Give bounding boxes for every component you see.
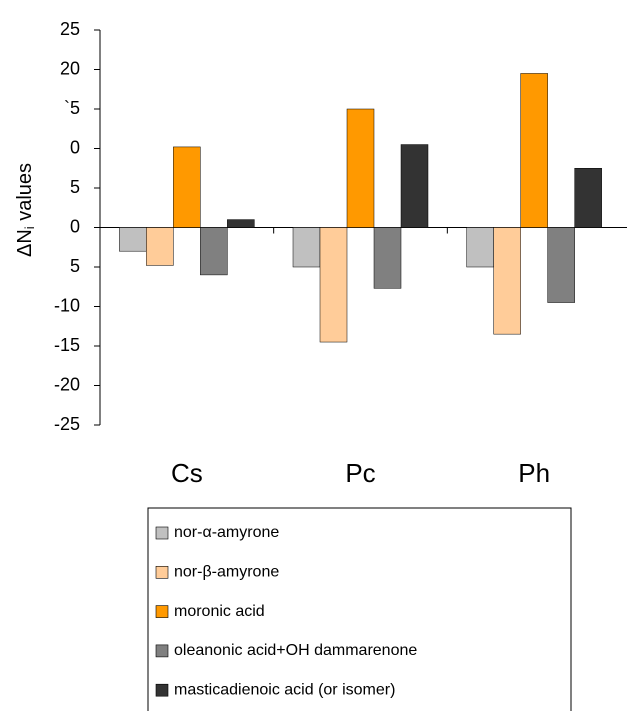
- legend-label: nor-α-amyrone: [174, 524, 279, 541]
- bar: [373, 227, 402, 289]
- legend-label: nor-β-amyrone: [174, 564, 279, 581]
- y-axis-label: ΔNi values: [14, 163, 37, 257]
- bar: [400, 144, 429, 228]
- legend-swatch: [155, 565, 169, 579]
- x-tick-label: Pc: [345, 458, 375, 488]
- bar: [119, 227, 147, 252]
- bar: [319, 227, 348, 343]
- legend-label: masticadienoic acid (or isomer): [174, 681, 395, 698]
- y-tick-label: 5: [70, 256, 80, 276]
- y-tick-label: -25: [54, 414, 80, 434]
- y-tick-label: 0: [70, 137, 80, 157]
- y-tick-label: -20: [54, 374, 80, 394]
- legend-label: moronic acid: [174, 603, 265, 620]
- x-tick-label: Ph: [518, 458, 550, 488]
- y-tick-label: 5: [70, 177, 80, 197]
- bar: [292, 227, 321, 268]
- y-tick-label: 25: [60, 19, 80, 39]
- bar: [227, 219, 255, 228]
- bar: [200, 227, 228, 276]
- y-tick-label: 20: [60, 58, 80, 78]
- bar: [574, 168, 602, 228]
- bar: [547, 227, 575, 303]
- bar: [146, 227, 174, 266]
- legend-swatch: [155, 605, 169, 618]
- bar: [466, 227, 494, 268]
- legend-swatch: [155, 644, 169, 658]
- y-tick-label: -15: [54, 335, 80, 355]
- y-tick-label: 0: [70, 216, 80, 236]
- legend-swatch: [155, 526, 169, 540]
- y-tick-label: `5: [64, 98, 80, 118]
- x-tick-label: Cs: [171, 458, 203, 488]
- bar: [346, 108, 375, 228]
- bar: [173, 146, 201, 228]
- bar: [493, 227, 521, 335]
- y-tick-label: -10: [54, 295, 80, 315]
- legend-label: oleanonic acid+OH dammarenone: [174, 642, 417, 659]
- legend-swatch: [155, 683, 169, 697]
- legend-box: [147, 507, 572, 711]
- bar: [520, 73, 548, 228]
